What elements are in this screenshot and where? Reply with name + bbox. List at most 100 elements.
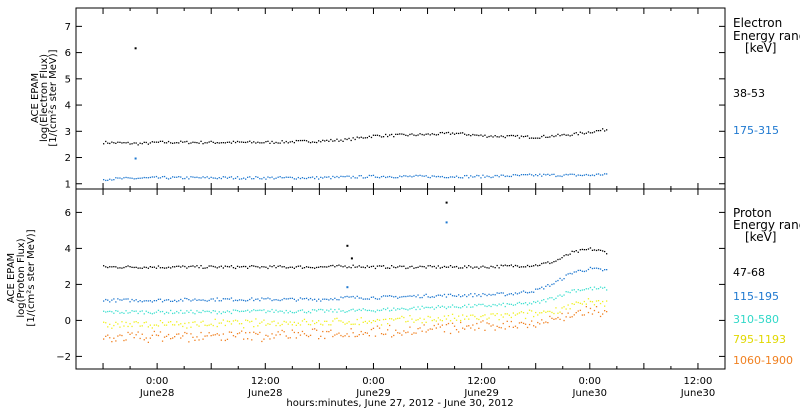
proton-point bbox=[214, 318, 216, 320]
proton-point bbox=[449, 320, 452, 322]
proton-point bbox=[433, 324, 435, 327]
proton-point bbox=[462, 306, 464, 308]
proton-point bbox=[458, 267, 460, 269]
electron-point bbox=[415, 134, 417, 137]
electron-point bbox=[597, 130, 600, 132]
electron-point bbox=[269, 142, 271, 144]
proton-point bbox=[518, 292, 521, 294]
electron-point bbox=[599, 174, 602, 176]
proton-point bbox=[257, 325, 259, 327]
proton-ytick-label: 4 bbox=[65, 244, 71, 255]
proton-point bbox=[577, 301, 579, 304]
electron-point bbox=[403, 175, 405, 177]
proton-point bbox=[482, 315, 484, 317]
proton-point bbox=[338, 320, 340, 322]
proton-point bbox=[478, 303, 480, 305]
proton-point bbox=[123, 298, 125, 300]
proton-point bbox=[192, 265, 194, 267]
proton-point bbox=[547, 284, 549, 286]
proton-point bbox=[447, 293, 450, 296]
electron-point bbox=[449, 176, 452, 178]
proton-point bbox=[279, 324, 281, 327]
proton-point bbox=[391, 295, 393, 297]
proton-point bbox=[143, 266, 145, 268]
proton-point bbox=[553, 283, 555, 285]
proton-point bbox=[486, 267, 488, 269]
proton-point bbox=[139, 337, 141, 340]
proton-point bbox=[165, 311, 168, 313]
proton-point bbox=[393, 319, 395, 321]
proton-point bbox=[186, 310, 188, 312]
proton-point bbox=[472, 296, 474, 298]
electron-point bbox=[541, 175, 543, 177]
proton-point bbox=[236, 310, 239, 312]
proton-point bbox=[218, 311, 220, 313]
electron-point bbox=[482, 174, 484, 176]
electron-point bbox=[492, 136, 494, 138]
proton-point bbox=[222, 319, 224, 321]
proton-point bbox=[476, 295, 478, 297]
proton-point bbox=[413, 332, 415, 334]
electron-point bbox=[524, 135, 527, 137]
proton-point bbox=[326, 266, 328, 268]
proton-point bbox=[285, 267, 287, 269]
proton-point bbox=[188, 341, 190, 343]
electron-point bbox=[563, 133, 565, 136]
proton-point bbox=[543, 310, 545, 312]
proton-point bbox=[261, 297, 263, 299]
electron-point bbox=[512, 134, 514, 137]
proton-point bbox=[559, 294, 561, 296]
proton-point bbox=[478, 318, 480, 321]
proton-point bbox=[587, 268, 590, 271]
proton-point bbox=[245, 300, 247, 302]
proton-point bbox=[230, 312, 233, 315]
proton-point bbox=[551, 283, 553, 286]
proton-point bbox=[575, 301, 577, 303]
proton-point bbox=[200, 311, 202, 314]
proton-point bbox=[202, 338, 204, 340]
proton-point bbox=[139, 300, 141, 302]
electron-point bbox=[328, 140, 330, 142]
proton-point bbox=[470, 327, 472, 329]
electron-point bbox=[295, 178, 297, 180]
proton-point bbox=[549, 297, 551, 299]
proton-point bbox=[224, 324, 226, 327]
proton-point bbox=[389, 310, 391, 312]
electron-point bbox=[316, 176, 318, 178]
proton-point bbox=[328, 310, 330, 312]
electron-ytick-label: 5 bbox=[65, 74, 71, 85]
electron-point bbox=[464, 133, 466, 135]
proton-point bbox=[407, 320, 409, 322]
electron-point bbox=[528, 173, 531, 175]
proton-point bbox=[220, 265, 222, 267]
proton-point bbox=[474, 304, 476, 306]
proton-point bbox=[342, 310, 344, 312]
proton-point bbox=[184, 322, 186, 325]
proton-point bbox=[303, 318, 306, 320]
proton-point bbox=[453, 266, 456, 268]
proton-point bbox=[320, 266, 322, 268]
proton-point bbox=[172, 266, 174, 268]
proton-point bbox=[484, 266, 486, 268]
proton-point bbox=[453, 306, 456, 308]
proton-point bbox=[565, 308, 567, 310]
proton-point bbox=[113, 298, 115, 300]
proton-ylabel-line3: [1/(cm²s ster MeV)] bbox=[26, 229, 37, 326]
proton-point bbox=[163, 299, 166, 302]
electron-point bbox=[342, 140, 344, 142]
proton-point bbox=[579, 269, 581, 271]
proton-point bbox=[295, 324, 297, 326]
electron-point bbox=[415, 174, 417, 176]
electron-point bbox=[581, 132, 583, 134]
electron-point bbox=[595, 130, 598, 132]
proton-point bbox=[326, 330, 328, 333]
proton-point bbox=[498, 292, 500, 294]
proton-point bbox=[103, 321, 105, 323]
proton-point bbox=[474, 315, 476, 318]
proton-point bbox=[490, 305, 492, 308]
proton-point bbox=[348, 321, 350, 323]
proton-point bbox=[172, 312, 174, 315]
electron-data-points bbox=[103, 47, 608, 182]
electron-ytick-label: 1 bbox=[65, 179, 71, 190]
electron-point bbox=[417, 175, 419, 177]
